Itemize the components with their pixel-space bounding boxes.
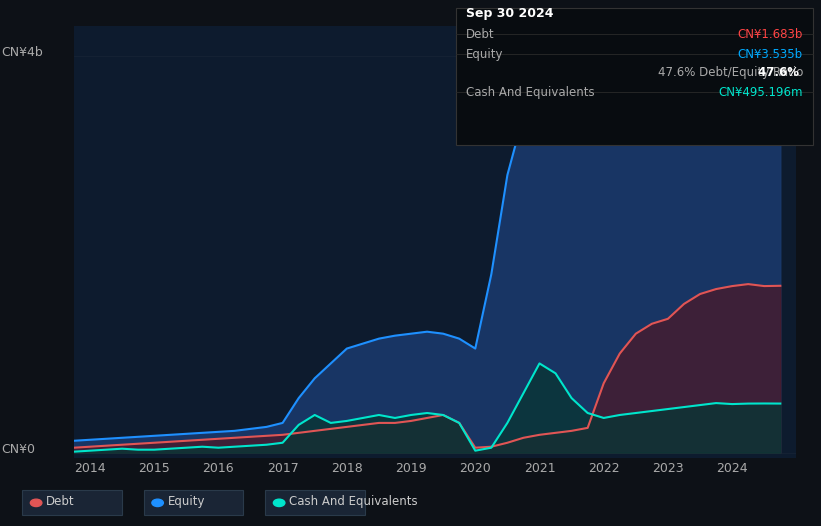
- Text: CN¥0: CN¥0: [2, 443, 35, 456]
- Text: CN¥495.196m: CN¥495.196m: [718, 86, 803, 99]
- Text: Equity: Equity: [466, 48, 503, 62]
- Text: Sep 30 2024: Sep 30 2024: [466, 7, 553, 21]
- Text: 47.6%: 47.6%: [758, 66, 803, 79]
- Text: Cash And Equivalents: Cash And Equivalents: [466, 86, 594, 99]
- Text: Cash And Equivalents: Cash And Equivalents: [289, 495, 418, 508]
- Text: CN¥4b: CN¥4b: [2, 46, 44, 59]
- Text: Debt: Debt: [46, 495, 75, 508]
- Text: Debt: Debt: [466, 28, 494, 42]
- Text: CN¥1.683b: CN¥1.683b: [737, 28, 803, 42]
- Text: 47.6% Debt/Equity Ratio: 47.6% Debt/Equity Ratio: [658, 66, 803, 79]
- Text: CN¥3.535b: CN¥3.535b: [738, 48, 803, 62]
- Text: Equity: Equity: [167, 495, 205, 508]
